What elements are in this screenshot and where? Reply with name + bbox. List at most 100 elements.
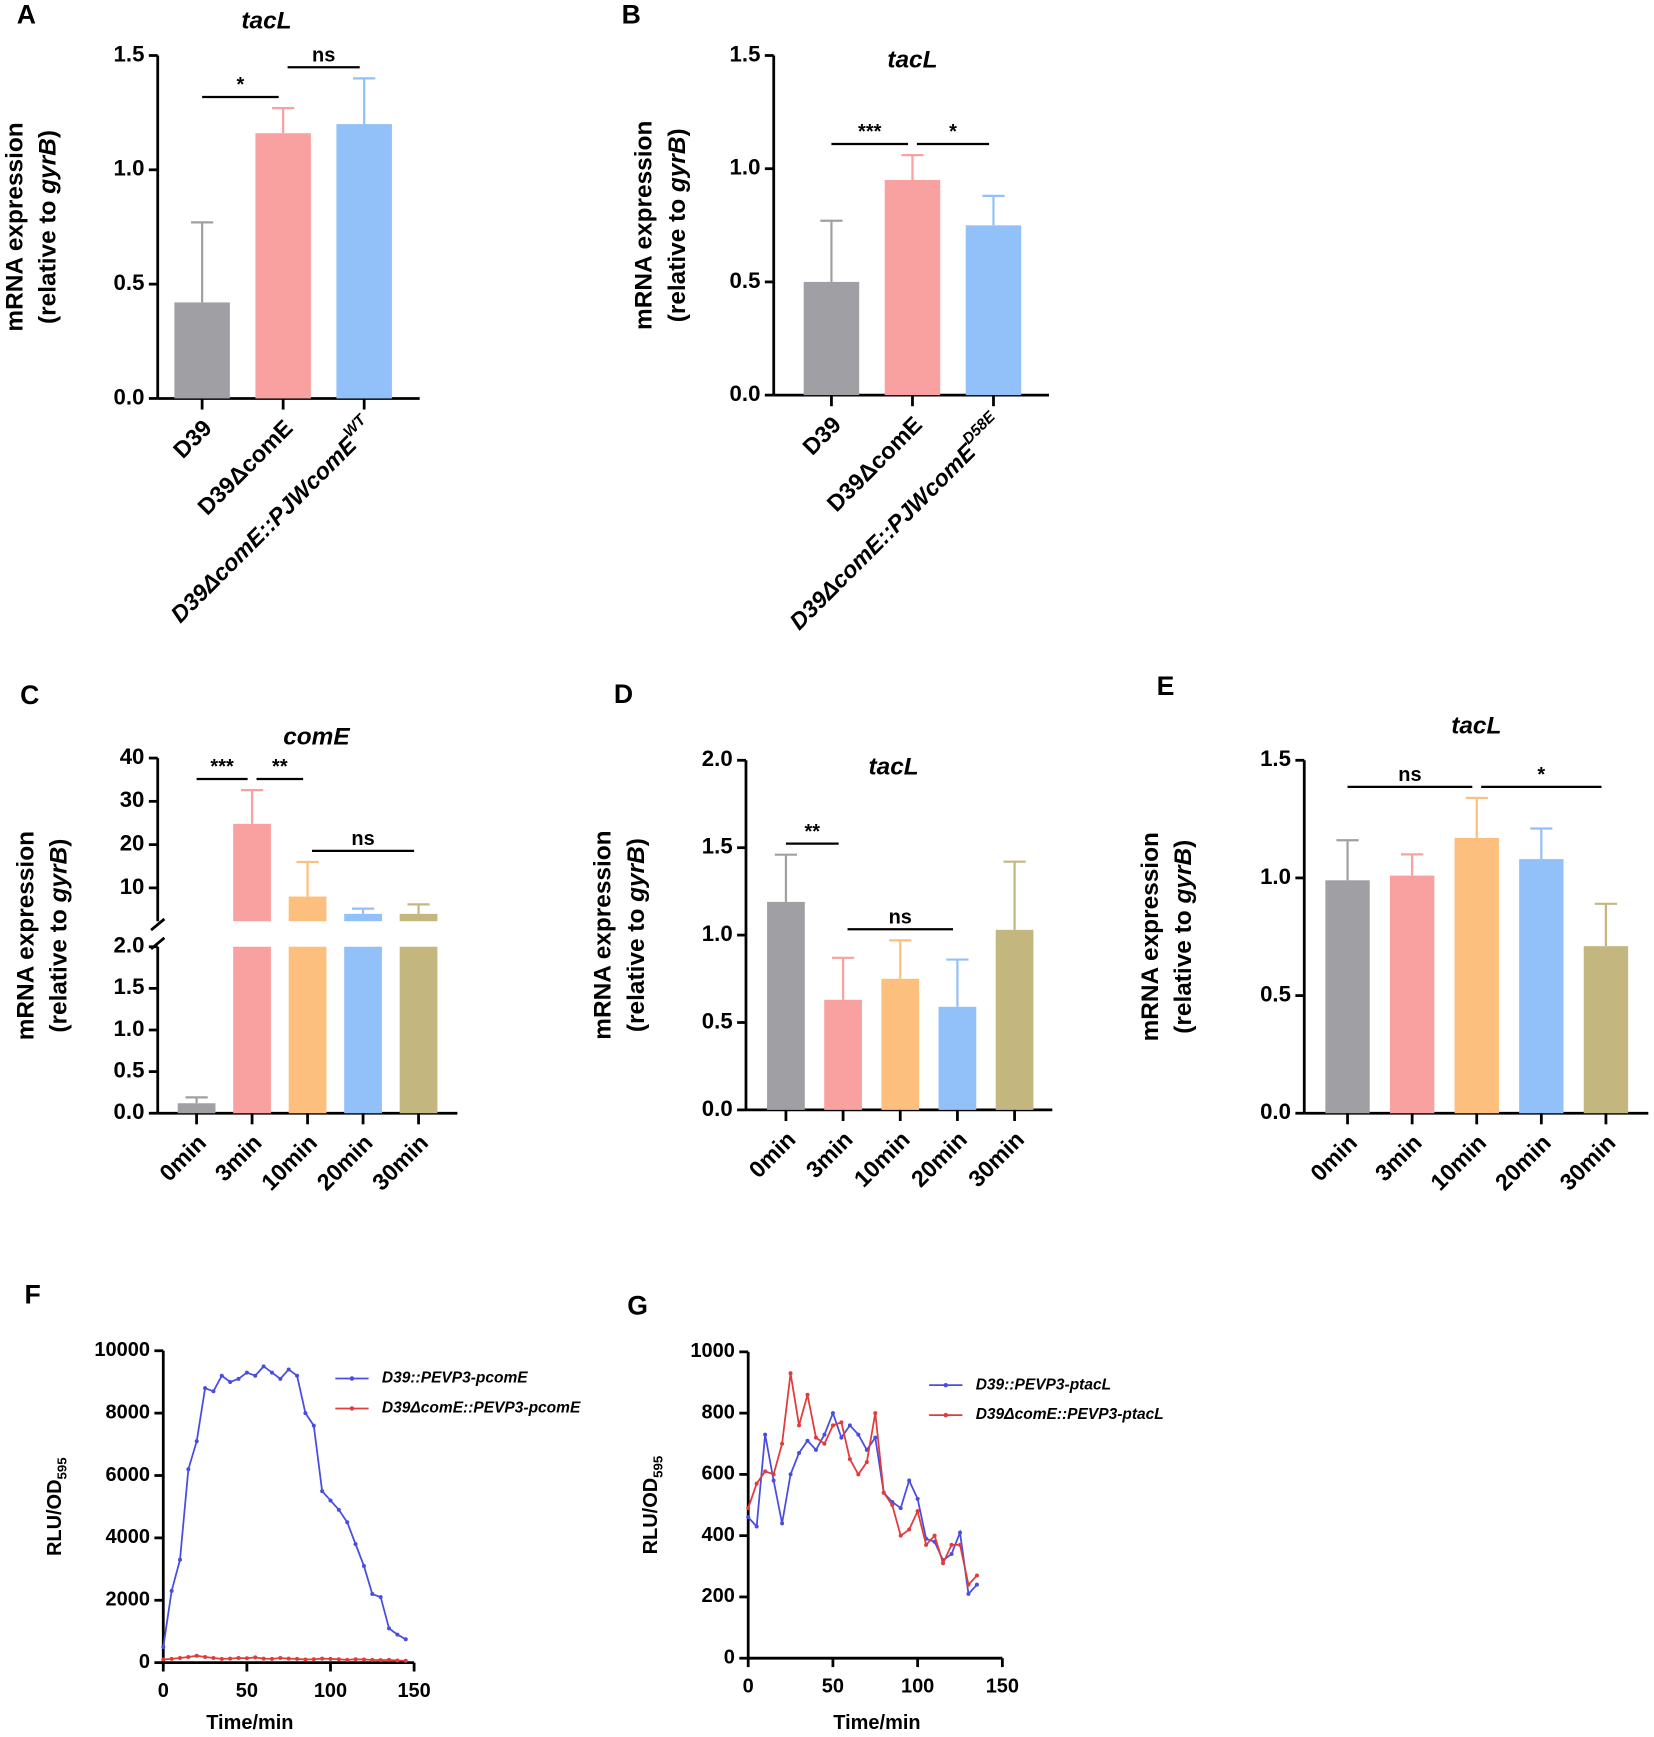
chart-title: tacL — [869, 754, 919, 781]
point — [797, 1423, 802, 1428]
y-axis-label-part: (relative to — [623, 902, 650, 1032]
y-axis-label: RLU/OD595 — [44, 1457, 70, 1556]
legend-label: D39ΔcomE::PEVP3-pcomE — [382, 1400, 581, 1417]
y-tick-label: 400 — [702, 1524, 735, 1546]
point — [353, 1542, 358, 1547]
x-tick-label: 0min — [1305, 1129, 1362, 1186]
y-tick-label: 1.0 — [1260, 864, 1291, 889]
bar — [995, 929, 1034, 1110]
point — [219, 1373, 224, 1378]
bar — [884, 180, 941, 396]
panel-label: E — [1157, 671, 1175, 701]
x-axis-label: Time/min — [833, 1712, 920, 1734]
y-axis-label: (relative to gyrB) — [623, 838, 650, 1032]
point — [228, 1656, 233, 1661]
chart-title: tacL — [887, 46, 937, 73]
y-axis-label-part: gyrB — [46, 847, 73, 904]
point — [278, 1376, 283, 1381]
y-tick-label: 1.5 — [114, 41, 145, 66]
bar — [233, 823, 271, 922]
point — [378, 1595, 383, 1600]
y-axis-label: (relative to gyrB) — [35, 130, 62, 324]
y-axis-label: (relative to gyrB) — [46, 839, 73, 1033]
y-tick-label: 0.0 — [730, 381, 761, 406]
point — [873, 1435, 878, 1440]
point — [822, 1441, 827, 1446]
point — [974, 1573, 979, 1578]
point — [278, 1655, 283, 1660]
x-tick-label: 10min — [1425, 1129, 1491, 1195]
panel-label: C — [20, 680, 39, 710]
point — [303, 1411, 308, 1416]
point — [763, 1469, 768, 1474]
point — [261, 1364, 266, 1369]
point — [924, 1542, 929, 1547]
axis-break — [150, 917, 166, 932]
x-tick-label: 50 — [822, 1675, 844, 1697]
point — [847, 1423, 852, 1428]
point — [169, 1656, 174, 1661]
y-tick-label: 1.5 — [1260, 746, 1291, 771]
legend-label: D39::PEVP3-ptacL — [976, 1376, 1111, 1393]
point — [771, 1472, 776, 1477]
point — [856, 1432, 861, 1437]
legend-label: D39ΔcomE::PEVP3-ptacL — [976, 1406, 1164, 1423]
x-tick-label: D39 — [168, 415, 217, 464]
y-tick-label: 30 — [120, 787, 145, 812]
point — [958, 1530, 963, 1535]
bar — [965, 225, 1022, 396]
point — [915, 1509, 920, 1514]
point — [966, 1591, 971, 1596]
point — [839, 1435, 844, 1440]
x-tick-label: 30min — [963, 1126, 1029, 1192]
significance-label: ns — [889, 906, 912, 928]
point — [320, 1489, 325, 1494]
point — [873, 1411, 878, 1416]
point — [336, 1507, 341, 1512]
point — [236, 1376, 241, 1381]
y-tick-label: 0.5 — [114, 270, 145, 295]
x-tick-label: 20min — [312, 1129, 378, 1195]
x-tick-label: 0 — [158, 1680, 169, 1702]
point — [328, 1656, 333, 1661]
point — [203, 1655, 208, 1660]
point — [847, 1457, 852, 1462]
y-axis-label: (relative to gyrB) — [664, 128, 691, 322]
point — [178, 1655, 182, 1660]
point — [395, 1658, 400, 1663]
significance-label: *** — [210, 756, 234, 778]
bar — [288, 896, 327, 922]
bar — [938, 1006, 977, 1110]
point — [387, 1626, 392, 1631]
bar — [1519, 859, 1564, 1114]
x-tick-label: 150 — [397, 1680, 430, 1702]
y-axis-label-part: gyrB — [35, 138, 62, 195]
y-axis-label: mRNA expression — [12, 831, 39, 1040]
bar — [344, 913, 382, 922]
point — [194, 1653, 199, 1658]
point — [805, 1438, 810, 1443]
point — [403, 1637, 408, 1642]
y-tick-label: 0.0 — [114, 384, 145, 409]
bar — [233, 946, 271, 1114]
y-tick-label: 20 — [120, 830, 145, 855]
x-tick-label: 30min — [367, 1129, 433, 1195]
y-tick-label: 0.5 — [114, 1057, 145, 1082]
point — [746, 1515, 751, 1520]
bar — [288, 946, 327, 1114]
x-tick-label-sup: D58E — [959, 408, 999, 448]
point — [771, 1478, 776, 1483]
y-tick-label: 0.0 — [702, 1096, 733, 1121]
legend-marker — [943, 1412, 948, 1418]
legend-marker — [349, 1406, 355, 1411]
chart-title: tacL — [241, 8, 291, 35]
y-tick-label: 800 — [702, 1401, 735, 1423]
point — [345, 1520, 350, 1525]
point — [336, 1657, 341, 1662]
x-axis-label: Time/min — [206, 1712, 293, 1734]
x-tick-label: 100 — [314, 1680, 347, 1702]
point — [395, 1632, 400, 1637]
point — [958, 1542, 963, 1547]
